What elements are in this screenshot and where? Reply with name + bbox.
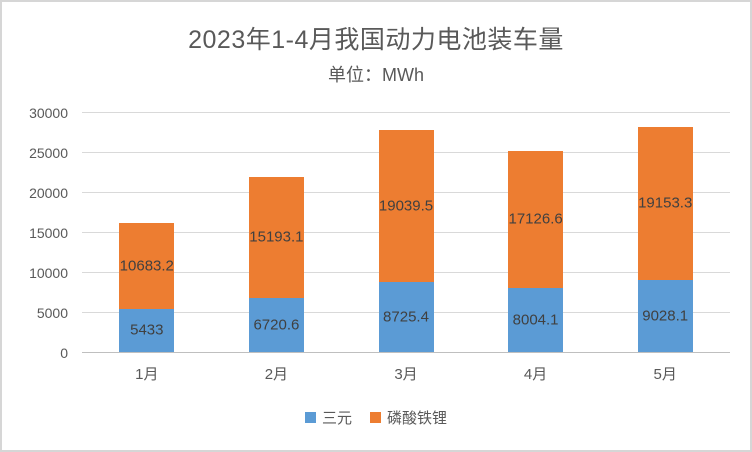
y-axis: 0 5000 10000 15000 20000 25000 30000: [2, 105, 74, 361]
stacked-bar: 5433 10683.2: [119, 112, 175, 352]
stacked-bar: 8004.1 17126.6: [508, 112, 564, 352]
stacked-bar: 6720.6 15193.1: [248, 112, 304, 352]
bar-value-label: 8725.4: [383, 308, 429, 326]
legend: 三元 磷酸铁锂: [2, 407, 750, 428]
bar-value-label: 6720.6: [253, 316, 300, 334]
y-axis-tick-label: 15000: [29, 225, 68, 241]
bar-value-label: 15193.1: [249, 228, 304, 246]
x-axis-line: [82, 352, 730, 353]
y-axis-tick-label: 5000: [36, 305, 68, 321]
bar-value-label: 8004.1: [512, 311, 559, 329]
legend-item: 磷酸铁锂: [370, 407, 447, 428]
legend-label: 三元: [321, 410, 352, 427]
x-axis-label: 5月: [653, 366, 677, 383]
x-axis: 1月 2月 3月 4月 5月: [82, 363, 730, 385]
bar-value-label: 17126.6: [508, 210, 563, 228]
y-axis-tick-label: 20000: [29, 185, 68, 201]
x-axis-label: 3月: [394, 366, 418, 383]
bar-value-label: 9028.1: [642, 307, 689, 325]
chart-title: 2023年1-4月我国动力电池装车量: [188, 26, 564, 54]
y-axis-tick-label: 10000: [29, 265, 68, 281]
bar-segment: 5433: [119, 308, 175, 352]
gridline: [82, 112, 730, 113]
bar-segment: 8725.4: [378, 282, 434, 352]
x-axis-label: 2月: [264, 366, 289, 383]
legend-swatch-icon: [304, 412, 316, 423]
bar-value-label: 5433: [130, 321, 164, 339]
x-axis-label: 1月: [135, 366, 159, 383]
plot-area: 5433 10683.2 6720.6 15193.1 8725.4 19039.5 800…: [82, 112, 730, 353]
bar-segment: 19153.3: [637, 126, 693, 280]
bar-segment: 10683.2: [119, 223, 175, 309]
chart-subtitle: 单位：MWh: [328, 65, 424, 85]
y-axis-tick-label: 25000: [29, 145, 68, 161]
stacked-bar: 8725.4 19039.5: [378, 112, 434, 352]
stacked-bar: 9028.1 19153.3: [637, 112, 693, 352]
bar-segment: 17126.6: [508, 150, 564, 288]
bar-value-label: 19039.5: [378, 197, 434, 215]
bar-segment: 6720.6: [248, 298, 304, 352]
x-axis-label: 4月: [523, 366, 548, 383]
legend-swatch-icon: [370, 412, 381, 423]
bar-segment: 8004.1: [508, 287, 564, 352]
y-axis-tick-label: 30000: [29, 105, 68, 121]
bar-segment: 15193.1: [248, 176, 304, 299]
legend-item: 三元: [304, 407, 352, 428]
bar-value-label: 10683.2: [119, 257, 174, 275]
legend-label: 磷酸铁锂: [387, 410, 448, 427]
y-axis-tick-label: 0: [60, 345, 68, 361]
bar-value-label: 19153.3: [638, 194, 693, 212]
bar-segment: 9028.1: [637, 279, 693, 352]
bar-segment: 19039.5: [378, 129, 434, 283]
